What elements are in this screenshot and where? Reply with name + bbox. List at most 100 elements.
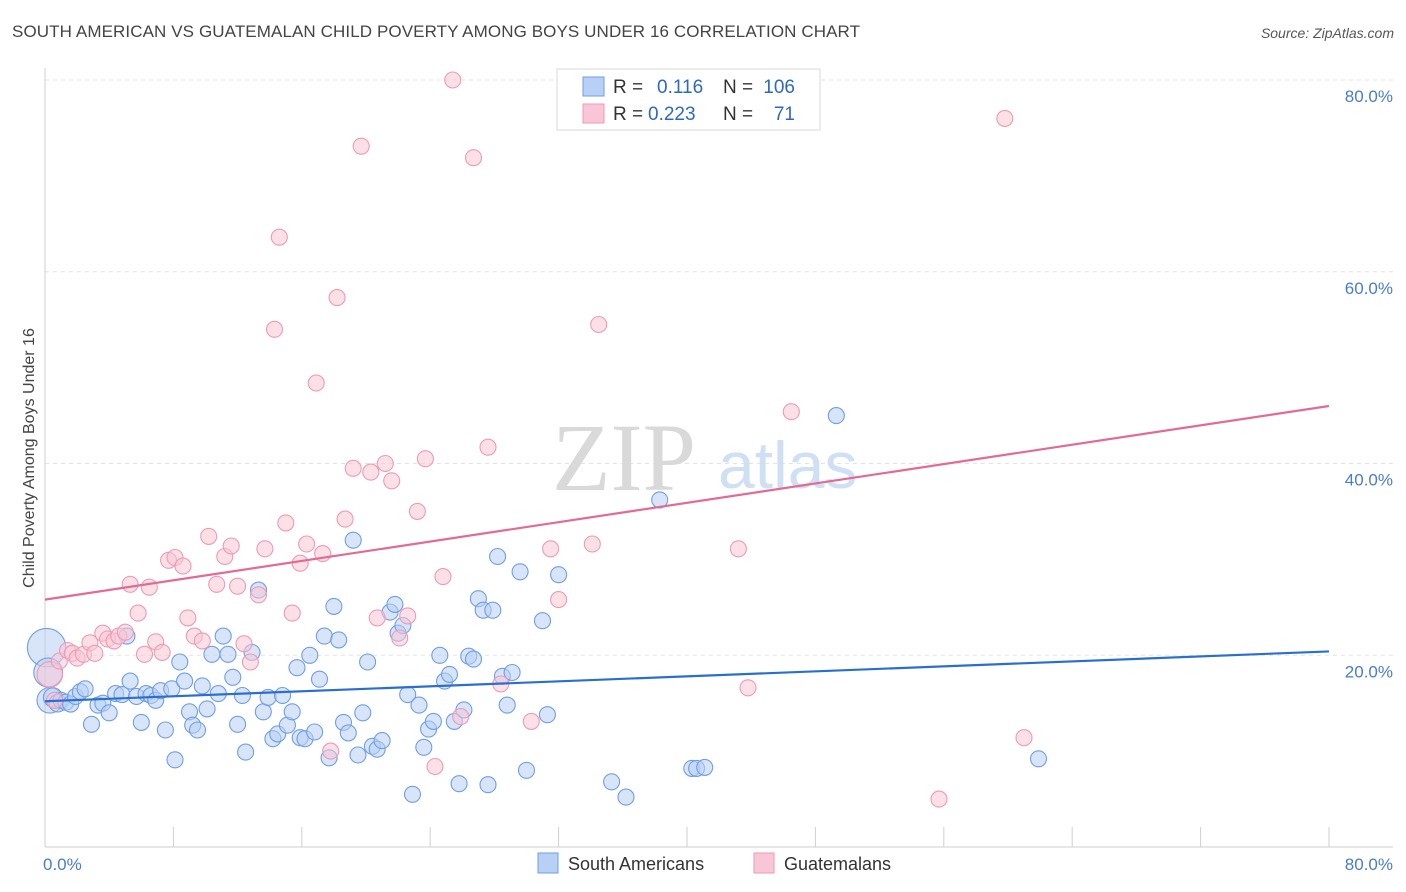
guatemalan-point (135, 645, 154, 663)
south-american-point (617, 788, 635, 806)
south-american-point (827, 407, 845, 425)
guatemalan-point (383, 472, 401, 490)
series-legend-swatch-2 (753, 852, 775, 874)
guatemalan-point (174, 557, 192, 575)
south-american-point (450, 775, 468, 793)
south-american-point (464, 650, 483, 668)
guatemalan-point (193, 632, 211, 650)
guatemalan-point (322, 742, 340, 760)
guatemalan-point (235, 635, 253, 653)
south-american-point (517, 761, 536, 779)
south-american-point (219, 645, 237, 663)
legend-r-label-2: R = (613, 104, 643, 125)
south-american-point (410, 696, 428, 714)
guatemalan-point (522, 712, 540, 730)
y-axis-label: Child Poverty Among Boys Under 16 (21, 328, 38, 588)
guatemalan-point (116, 623, 134, 641)
guatemalan-point (1015, 729, 1033, 747)
south-american-point (310, 670, 329, 688)
south-american-point (237, 743, 255, 761)
guatemalan-point (153, 643, 171, 661)
south-american-point (330, 631, 348, 649)
guatemalan-trend-line (44, 404, 1330, 601)
guatemalan-point (782, 403, 800, 421)
south-american-point (484, 601, 502, 619)
south-american-point (349, 746, 367, 764)
guatemalan-point (328, 289, 346, 307)
guatemalan-point (270, 228, 288, 246)
trend-lines (44, 404, 1330, 703)
south-american-point (283, 703, 301, 721)
guatemalan-point (416, 450, 434, 468)
south-american-point (100, 704, 118, 722)
south-american-point (301, 646, 319, 664)
guatemalan-point (542, 540, 560, 558)
watermark: ZIP atlas (552, 404, 857, 511)
guatemalan-point (444, 71, 462, 89)
south-american-point (214, 627, 232, 645)
guatemalan-point (291, 554, 309, 572)
south-american-point (550, 566, 568, 584)
south-american-point (188, 721, 207, 739)
south-american-point (503, 663, 521, 682)
y-tick-label: 80.0% (1345, 87, 1393, 106)
south-american-point (696, 758, 714, 776)
guatemalan-point (479, 438, 497, 456)
guatemalan-point (996, 109, 1014, 127)
south-american-point (76, 680, 94, 698)
south-american-point (166, 751, 184, 769)
south-american-point (533, 612, 552, 630)
south-american-point (203, 645, 221, 663)
guatemalan-point (376, 454, 394, 473)
south-american-point (403, 785, 422, 803)
guatemalan-point (208, 575, 226, 593)
guatemalan-point (434, 568, 452, 586)
south-american-point (479, 776, 497, 794)
guatemalan-point (426, 757, 444, 776)
south-american-point (288, 659, 306, 677)
guatemalan-point (86, 644, 104, 662)
guatemalan-point (200, 527, 218, 545)
south-american-point (306, 723, 324, 741)
south-american-point (354, 704, 372, 722)
south-american-point (373, 732, 391, 750)
y-tick-label: 60.0% (1345, 279, 1393, 298)
guatemalan-point (408, 502, 426, 520)
south-american-point (339, 724, 357, 742)
south-american-point (171, 653, 189, 671)
guatemalan-point (179, 609, 197, 627)
south-american-point (440, 665, 459, 683)
south-american-point (511, 563, 529, 581)
series-legend: South Americans Guatemalans (537, 852, 891, 874)
legend-n-label-1: N = (723, 77, 753, 98)
guatemalan-point (399, 607, 417, 625)
series-legend-label-2: Guatemalans (784, 854, 891, 874)
south-american-point (132, 713, 150, 731)
south-american-point (82, 715, 101, 733)
guatemalan-point (590, 315, 608, 334)
legend-r-value-2: 0.223 (648, 104, 696, 125)
south-american-point (1029, 750, 1048, 768)
guatemalan-point (298, 535, 316, 553)
legend-swatch-guatemalans (582, 103, 605, 124)
south-american-point (489, 547, 507, 566)
south-american-point (121, 672, 139, 690)
series-legend-label-1: South Americans (568, 854, 704, 874)
south-american-point (315, 627, 333, 645)
watermark-atlas: atlas (718, 428, 857, 502)
south-american-point (233, 686, 251, 705)
south-american-point (156, 721, 174, 739)
guatemalan-point (265, 320, 284, 338)
south-american-point (498, 696, 516, 714)
axes: 20.0% 40.0% 60.0% 80.0% 0.0% 80.0% (43, 68, 1393, 874)
guatemalan-point (739, 679, 757, 697)
stats-legend: R = 0.116 N = 106 R = 0.223 N = 71 (556, 68, 821, 131)
guatemalan-point (222, 537, 240, 555)
guatemalan-point (464, 149, 483, 167)
series-legend-swatch-1 (537, 852, 559, 874)
guatemalan-point (249, 586, 268, 604)
guatemalan-point (241, 653, 259, 671)
guatemalan-point (277, 514, 295, 532)
guatemalan-point (344, 459, 362, 477)
legend-r-label-1: R = (613, 77, 643, 98)
